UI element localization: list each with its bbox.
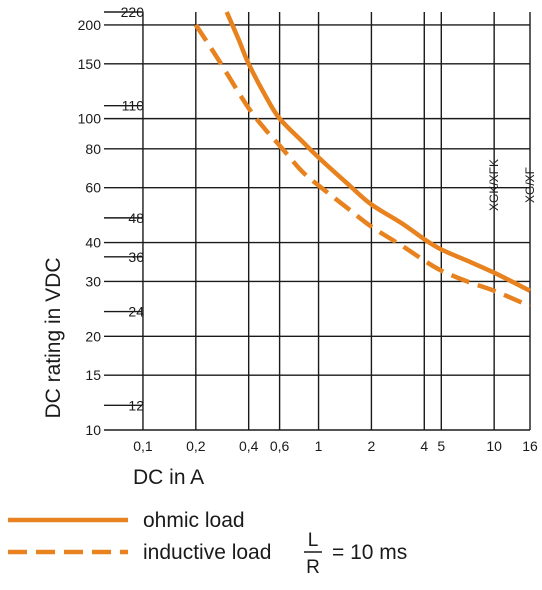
vertical-gridlines — [142, 12, 531, 430]
series-inductive-load — [193, 23, 531, 309]
x-tick-label: 10 — [486, 438, 502, 454]
legend-inductive-label: inductive load — [143, 541, 271, 564]
legend-fraction-denominator: R — [306, 557, 320, 578]
x-tick-label: 2 — [368, 438, 376, 454]
vertical-label: XGK/XFK — [487, 159, 501, 211]
vertical-label: XG/XF — [523, 167, 537, 203]
x-axis-label: DC in A — [133, 466, 204, 489]
vertical-column-labels: XGK/XFK XG/XF — [487, 159, 537, 211]
y-tick-label: 10 — [85, 422, 101, 438]
y-tick-label: 40 — [85, 235, 101, 251]
y-tick-label: 200 — [78, 17, 102, 33]
legend-fraction-numerator: L — [308, 530, 319, 551]
y-axis-label: DC rating in VDC — [42, 257, 65, 418]
y-tick-right-label: 220 — [121, 4, 145, 20]
y-tick-label: 60 — [85, 180, 101, 196]
x-tick-label: 5 — [437, 438, 445, 454]
y-tick-right-label: 48 — [128, 210, 144, 226]
y-tick-label: 100 — [78, 111, 102, 127]
series-ohmic-load — [224, 11, 532, 293]
y-tick-label: 30 — [85, 273, 101, 289]
legend-ohmic-label: ohmic load — [143, 509, 245, 532]
x-tick-label: 0,4 — [239, 438, 259, 454]
y-tick-label: 150 — [78, 56, 102, 72]
series-group — [193, 11, 532, 309]
y-ticks-right: 220 110 48 36 24 12 — [104, 4, 144, 413]
x-tick-label: 16 — [522, 438, 538, 454]
x-tick-label: 0,1 — [133, 438, 153, 454]
y-ticks-left: 200 150 100 80 60 40 30 20 15 10 — [78, 17, 102, 438]
y-tick-label: 80 — [85, 141, 101, 157]
y-tick-label: 20 — [85, 328, 101, 344]
y-tick-right-label: 110 — [122, 98, 145, 114]
x-tick-label: 0,6 — [270, 438, 290, 454]
legend: ohmic load inductive load L R = 10 ms — [8, 509, 407, 578]
y-tick-label: 15 — [85, 367, 101, 383]
x-ticks: 0,1 0,2 0,4 0,6 1 2 4 5 10 16 — [133, 438, 538, 454]
y-tick-right-label: 24 — [128, 304, 144, 320]
y-tick-right-label: 12 — [128, 397, 144, 413]
x-tick-label: 1 — [315, 438, 323, 454]
legend-inductive-suffix: = 10 ms — [332, 541, 407, 564]
horizontal-gridlines — [104, 24, 530, 431]
y-tick-right-label: 36 — [128, 249, 144, 265]
x-tick-label: 0,2 — [186, 438, 206, 454]
x-tick-label: 4 — [420, 438, 428, 454]
